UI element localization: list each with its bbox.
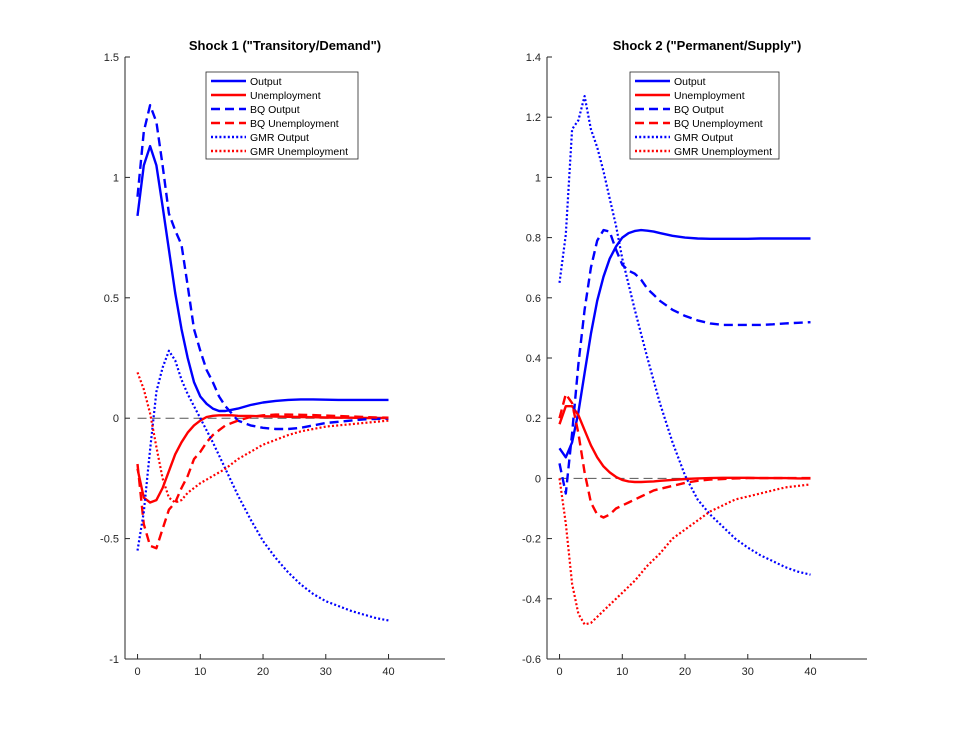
x-tick-label: 20 [257,666,269,678]
series-line-bq-unemployment [136,413,389,550]
y-tick-label: 0.8 [526,233,541,245]
legend-entry: BQ Unemployment [250,118,339,130]
y-tick-label: 0.4 [526,353,541,365]
legend-entry: GMR Output [674,132,733,144]
series-line-gmr-unemployment [136,372,389,504]
x-tick-label: 40 [804,666,816,678]
y-tick-label: 1.5 [104,52,119,64]
y-tick-label: -0.2 [522,534,541,546]
y-tick-label: -0.6 [522,654,541,666]
series-line-gmr-unemployment [558,478,811,626]
legend-entry: Output [674,76,706,88]
series-line-output [558,228,811,459]
series-line-bq-output [136,103,389,431]
legend-box [629,71,780,160]
x-tick-label: 0 [556,666,562,678]
y-tick-label: 0 [535,473,541,485]
x-tick-label: 20 [679,666,691,678]
y-tick-label: 0.6 [526,293,541,305]
x-tick-label: 0 [134,666,140,678]
legend: Output Unemployment BQ Output BQ Unemployme… [629,71,780,160]
legend-entry: BQ Unemployment [674,118,763,130]
x-tick-label: 30 [320,666,332,678]
x-tick-label: 40 [382,666,394,678]
chart-title: Shock 2 ("Permanent/Supply") [613,38,802,53]
series-line-output [136,144,389,413]
series-line-gmr-output [136,349,389,622]
plot-area: -1 -0.5 0 0.5 1 1.5 0 10 20 30 40 [100,52,445,678]
x-tick-label: 10 [194,666,206,678]
y-tick-label: 1.2 [526,112,541,124]
legend-box [205,71,359,160]
legend-entry: GMR Unemployment [250,146,348,158]
legend-entry: BQ Output [250,104,300,116]
y-tick-label: 1 [113,172,119,184]
y-tick-label: 1.4 [526,52,541,64]
x-tick-label: 10 [616,666,628,678]
x-tick-label: 30 [742,666,754,678]
legend-entry: Unemployment [674,90,745,102]
legend: Output Unemployment BQ Output BQ Unemployme… [205,71,359,160]
legend-entry: Output [250,76,282,88]
legend-entry: BQ Output [674,104,724,116]
legend-entry: Unemployment [250,90,321,102]
panel-shock-1: Shock 1 ("Transitory/Demand") -1 -0.5 0 0.5… [100,38,445,678]
y-tick-label: -1 [109,654,119,666]
y-tick-label: 0 [113,413,119,425]
legend-entry: GMR Output [250,132,309,144]
y-tick-label: -0.4 [522,594,541,606]
y-tick-label: -0.5 [100,534,119,546]
y-tick-label: 0.5 [104,293,119,305]
legend-entry: GMR Unemployment [674,146,772,158]
chart-title: Shock 1 ("Transitory/Demand") [189,38,381,53]
y-tick-label: 1 [535,172,541,184]
series-line-bq-unemployment [558,392,811,519]
series-line-bq-output [558,228,811,495]
y-tick-label: 0.2 [526,413,541,425]
plot-area: -0.6 -0.4 -0.2 0 0.2 0.4 0.6 0.8 1 1.2 1.4 0 10 20 30 4… [522,52,867,678]
series-line-unemployment [136,414,389,504]
panel-shock-2: Shock 2 ("Permanent/Supply") -0.6-0.4-0.… [522,38,867,678]
